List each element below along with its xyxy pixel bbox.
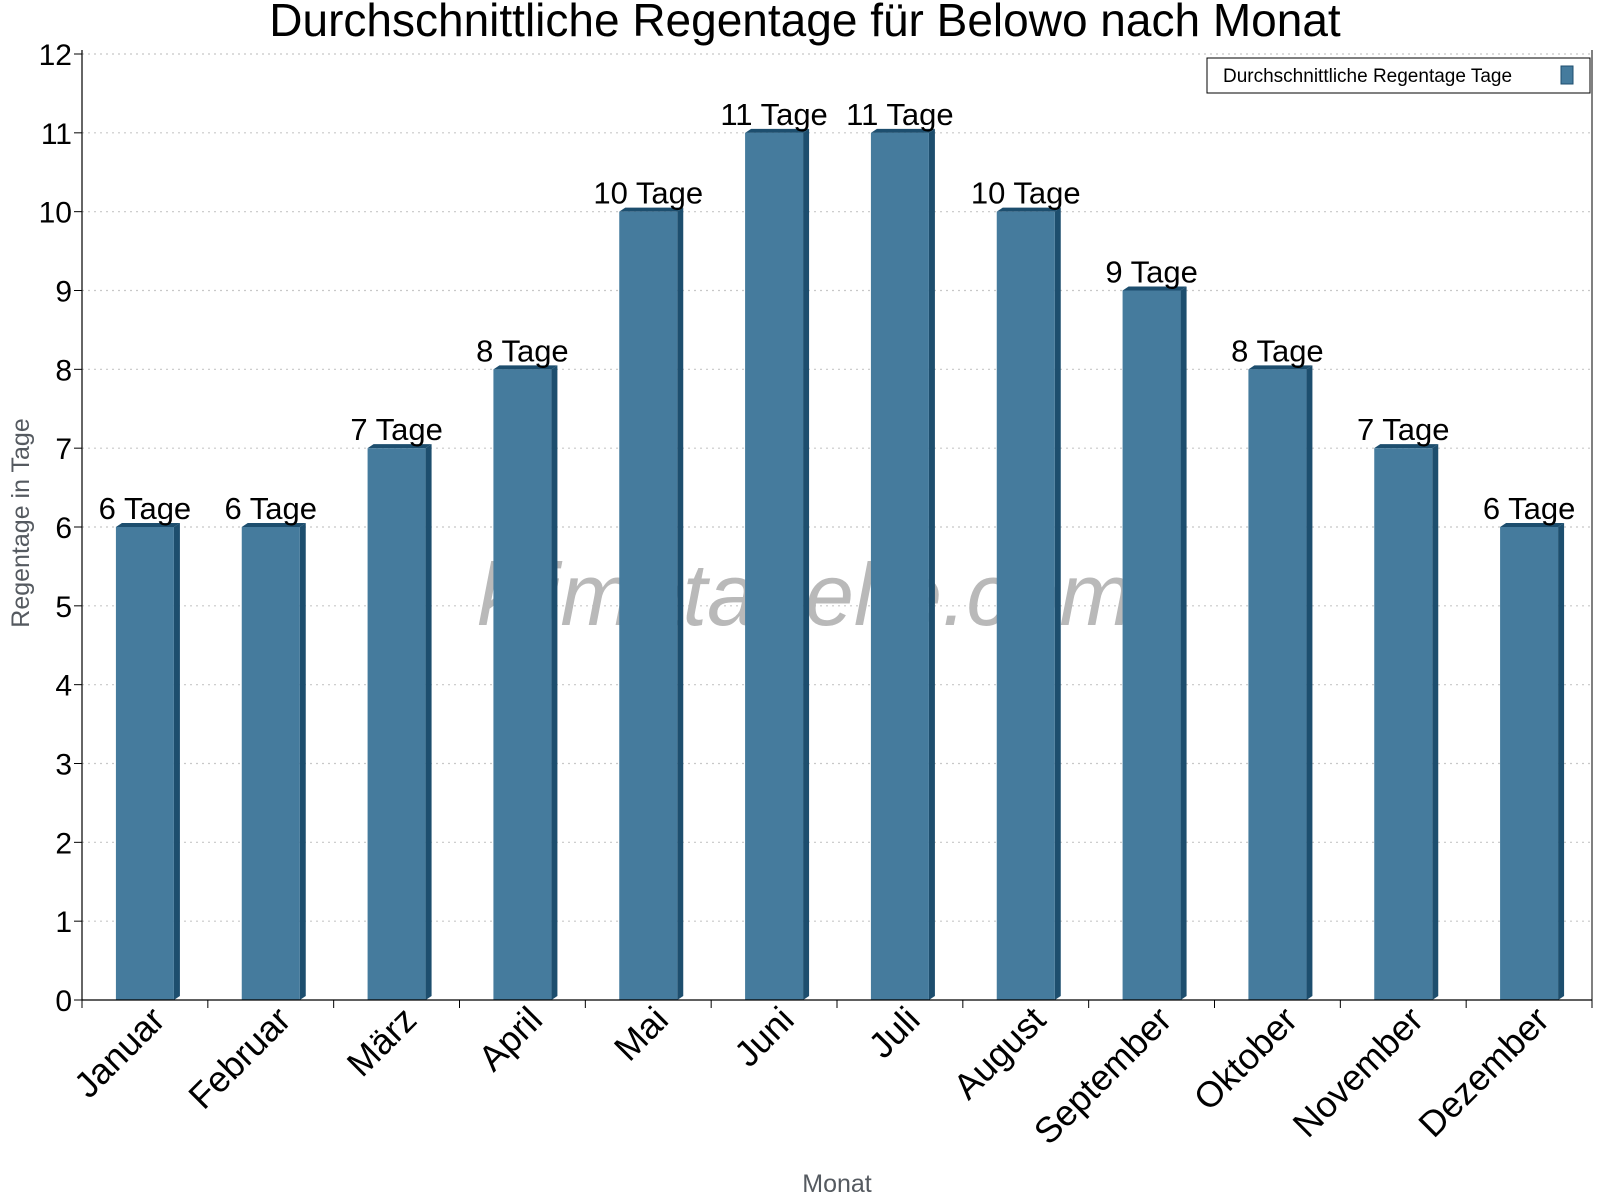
bar-side [173,523,180,1000]
bar-top [870,128,935,133]
bar-top [1122,286,1187,291]
y-tick-label: 5 [55,591,72,624]
bar-side [803,128,810,1001]
data-label: 10 Tage [593,176,703,211]
bar [115,527,174,1000]
x-tick-label: Februar [180,999,298,1117]
bar [996,211,1055,1000]
bar-side [1306,365,1313,1000]
legend-entry-label: Durchschnittliche Regentage Tage [1223,66,1512,87]
bar-top [745,128,810,133]
bar-side [299,523,306,1000]
y-tick-label: 2 [55,827,72,860]
x-tick-label: Juli [860,999,927,1066]
bar [1122,290,1181,1000]
y-tick-label: 3 [55,749,72,782]
bar [1500,527,1559,1000]
chart-title: Durchschnittliche Regentage für Belowo n… [269,0,1341,46]
bar [493,369,552,1000]
y-axis-label: Regentage in Tage [7,418,35,627]
bar-top [619,207,684,212]
data-label: 7 Tage [1357,412,1450,447]
legend: Durchschnittliche Regentage Tage [1206,57,1591,94]
data-labels: 6 Tage 6 Tage 7 Tage 8 Tage 10 Tage 11 Tage 11… [99,97,1576,526]
bar-top [1248,365,1313,370]
bar-side [1180,286,1187,1000]
data-label: 10 Tage [971,176,1081,211]
x-tick-label: September [1026,999,1180,1153]
y-tick-label: 9 [55,276,72,309]
x-axis-label: Monat [802,1170,872,1198]
y-tick-label: 12 [39,39,72,72]
bar [745,132,804,1001]
x-tick-label: Juni [726,999,802,1075]
y-tick-label: 10 [39,197,72,230]
bar-top [367,444,432,449]
bar-top [1500,523,1565,527]
y-tick-label: 11 [41,118,72,151]
legend-swatch [1560,65,1574,85]
bar [619,211,678,1000]
data-label: 9 Tage [1105,255,1198,290]
x-tick-label: Dezember [1410,999,1556,1145]
x-tick-label: Oktober [1186,999,1306,1119]
bar [1374,448,1433,1001]
data-label: 8 Tage [1231,333,1324,368]
x-tick-label: März [339,999,425,1085]
y-tick-label: 6 [55,512,72,545]
y-tick-label: 0 [55,985,72,1018]
data-label: 7 Tage [350,412,443,447]
legend-box [1206,57,1591,94]
y-tick-label: 8 [55,354,72,387]
data-label: 6 Tage [99,491,192,526]
bar-side [677,207,684,1000]
data-label: 11 Tage [846,97,953,132]
x-tick-label: Januar [66,999,173,1106]
data-label: 6 Tage [1483,491,1576,526]
bar-top [115,523,180,527]
bar [1248,369,1307,1000]
gridlines [82,53,1592,922]
bar-side [1054,207,1061,1000]
y-tick-label: 7 [55,433,72,466]
x-tick-label: April [470,999,550,1079]
x-tick-label: November [1284,999,1430,1145]
y-tick-label: 1 [55,906,72,939]
bars [115,128,1565,1001]
bar-top [493,365,558,370]
x-tick-label: August [945,999,1053,1107]
bar-side [1432,444,1439,1001]
bar [367,448,426,1001]
data-label: 6 Tage [224,491,317,526]
bar-top [1374,444,1439,449]
data-label: 8 Tage [476,333,569,368]
bar-side [425,444,432,1001]
x-tick-label: Mai [606,999,676,1069]
bar-top [996,207,1061,212]
bar-side [551,365,558,1000]
bar-side [1558,523,1565,1000]
bar-top [241,523,306,527]
y-tick-label: 4 [55,670,72,703]
bar [870,132,929,1001]
bar-side [928,128,935,1001]
data-label: 11 Tage [720,97,827,132]
bar [241,527,300,1000]
